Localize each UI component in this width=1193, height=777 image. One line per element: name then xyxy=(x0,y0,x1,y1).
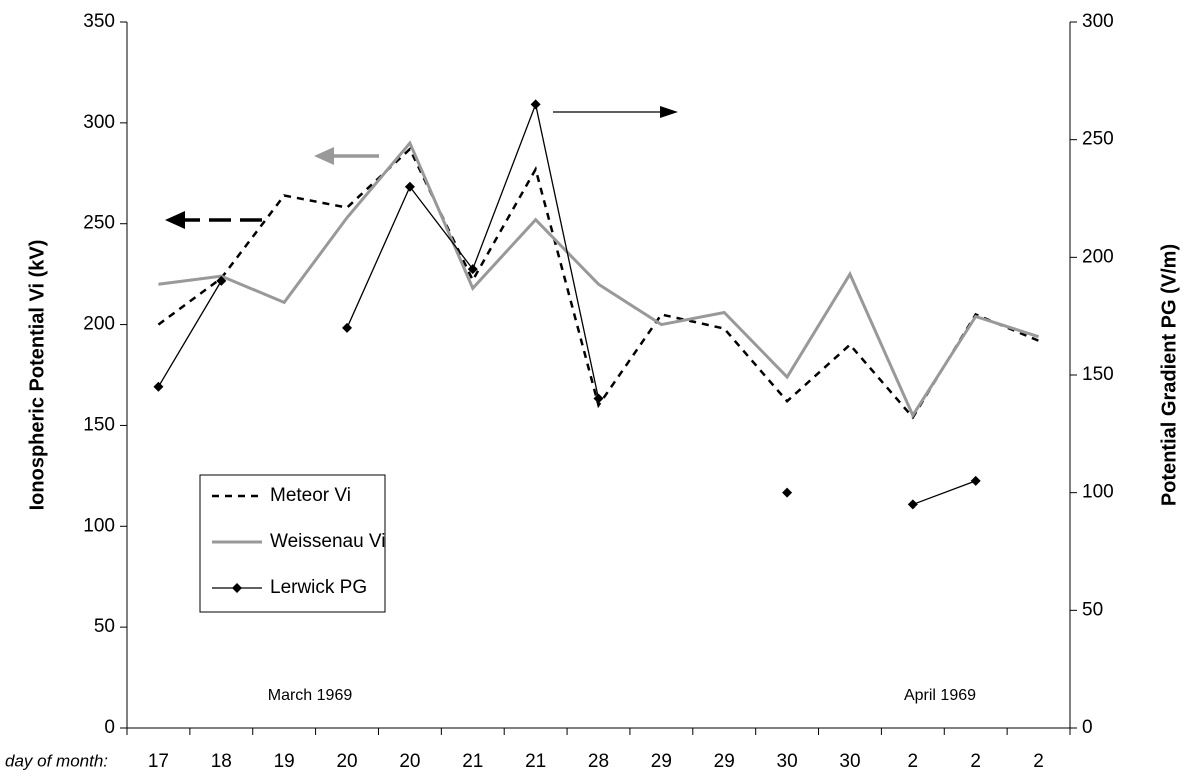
y2-tick-label: 0 xyxy=(1082,717,1093,738)
marker xyxy=(216,275,227,286)
y-tick-label: 250 xyxy=(83,213,115,234)
arrows xyxy=(165,106,678,229)
x-tick-label: 21 xyxy=(462,751,483,772)
x-tick-label: 2 xyxy=(1033,751,1044,772)
series-line xyxy=(157,147,1040,420)
marker xyxy=(530,99,541,110)
marker xyxy=(970,475,981,486)
y-tick-label: 150 xyxy=(83,414,115,435)
y-tick-label: 350 xyxy=(83,11,115,32)
marker xyxy=(907,499,918,510)
y2-tick-label: 50 xyxy=(1082,599,1103,620)
x-tick-label: 30 xyxy=(839,751,860,772)
x-tick-label: 2 xyxy=(970,751,981,772)
x-tick-label: 2 xyxy=(908,751,919,772)
y2-tick-label: 300 xyxy=(1082,11,1114,32)
marker xyxy=(404,181,415,192)
annotation: March 1969 xyxy=(268,687,353,704)
x-tick-label: 17 xyxy=(148,751,169,772)
annotation: April 1969 xyxy=(904,687,976,704)
legend-label: Meteor Vi xyxy=(270,485,351,506)
marker xyxy=(342,322,353,333)
legend-label: Lerwick PG xyxy=(270,577,367,598)
y-tick-label: 300 xyxy=(83,112,115,133)
x-tick-label: 18 xyxy=(211,751,232,772)
x-axis-label: day of month: xyxy=(5,751,108,770)
marker xyxy=(593,393,604,404)
x-tick-label: 20 xyxy=(399,751,420,772)
y-axis-label: Ionospheric Potential Vi (kV) xyxy=(26,240,48,511)
legend-label: Weissenau Vi xyxy=(270,531,385,552)
y2-tick-label: 200 xyxy=(1082,246,1114,267)
x-tick-label: 28 xyxy=(588,751,609,772)
x-tick-label: 30 xyxy=(777,751,798,772)
marker xyxy=(153,381,164,392)
y2-tick-label: 250 xyxy=(1082,129,1114,150)
x-tick-label: 19 xyxy=(274,751,295,772)
marker xyxy=(467,264,478,275)
y2-tick-label: 150 xyxy=(1082,364,1114,385)
y2-axis-label: Potential Gradient PG (V/m) xyxy=(1158,244,1180,506)
y-tick-label: 50 xyxy=(94,616,115,637)
y-tick-label: 0 xyxy=(104,717,115,738)
x-tick-label: 29 xyxy=(714,751,735,772)
series-line xyxy=(157,102,976,506)
x-tick-label: 21 xyxy=(525,751,546,772)
series-line xyxy=(158,140,1040,419)
y-tick-label: 100 xyxy=(83,515,115,536)
y-tick-label: 200 xyxy=(83,314,115,335)
x-tick-label: 29 xyxy=(651,751,672,772)
y2-tick-label: 100 xyxy=(1082,482,1114,503)
legend-marker xyxy=(232,583,242,593)
x-tick-label: 20 xyxy=(336,751,357,772)
marker xyxy=(782,487,793,498)
